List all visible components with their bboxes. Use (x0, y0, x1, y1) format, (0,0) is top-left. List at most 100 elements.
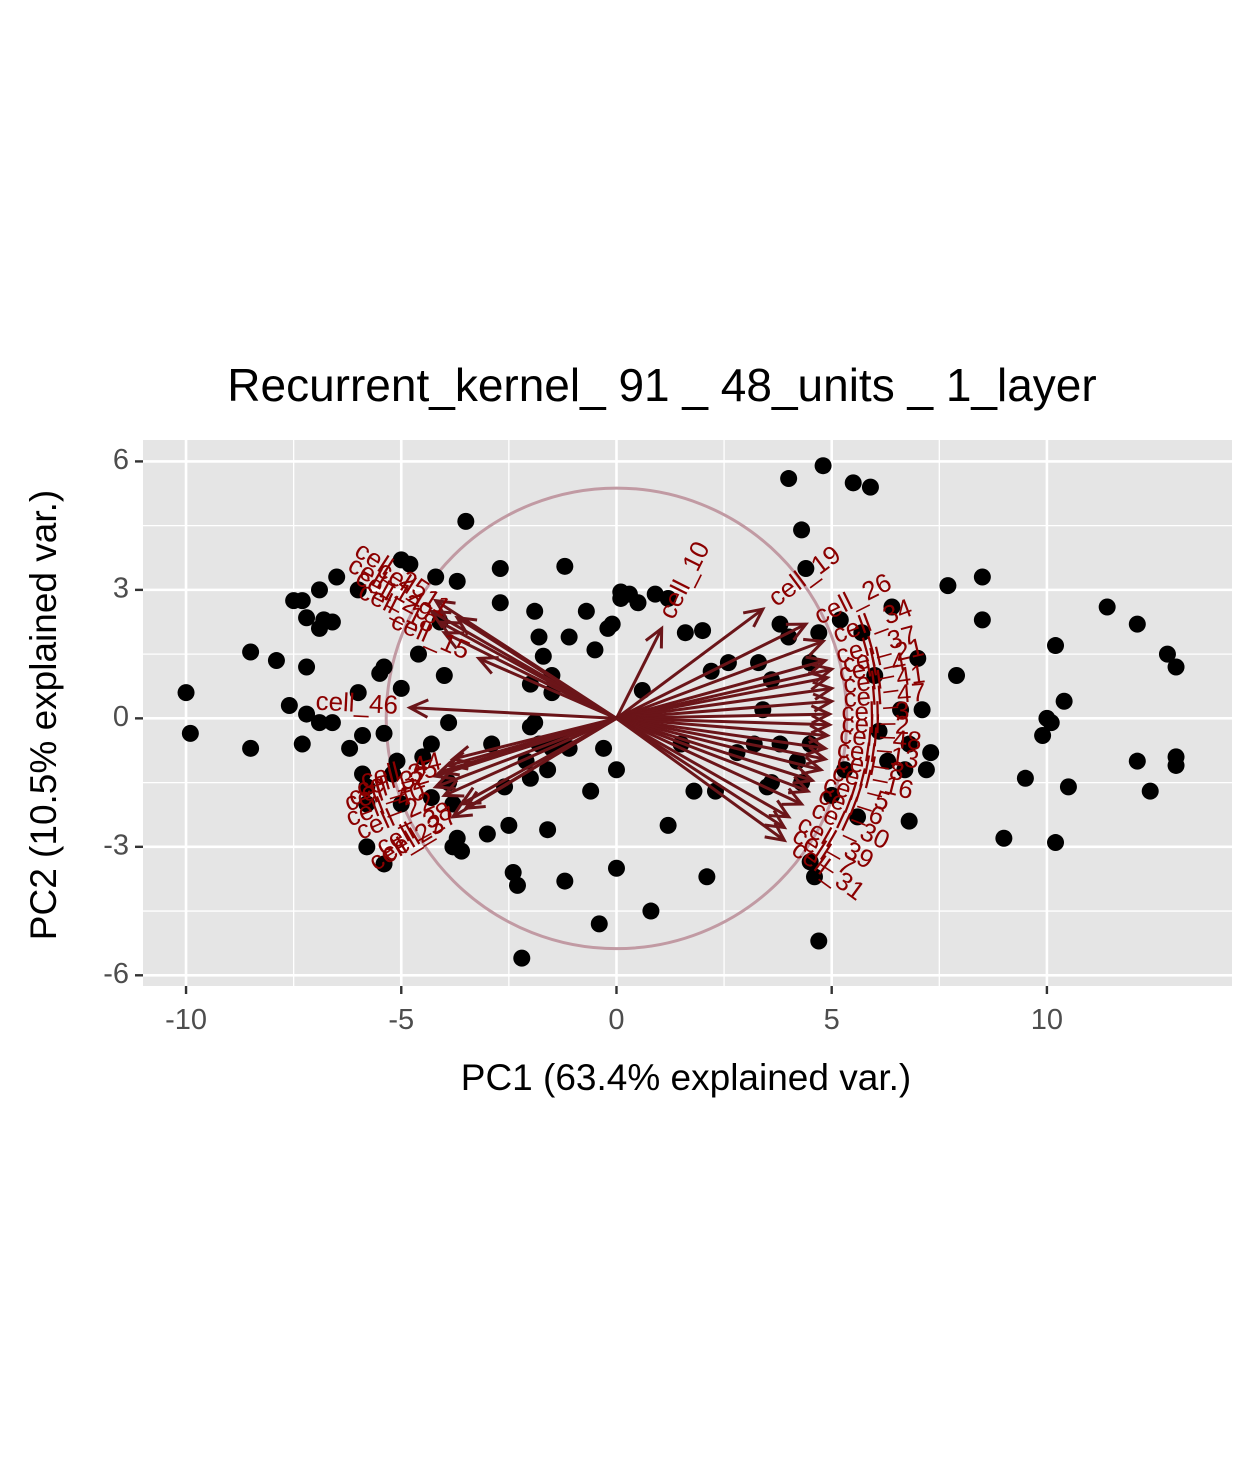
data-point (177, 684, 195, 702)
data-point (341, 739, 359, 757)
data-point (1059, 778, 1077, 796)
data-point (780, 628, 798, 646)
data-point (629, 594, 647, 612)
data-point (922, 744, 940, 762)
x-tick-label: 0 (608, 1004, 624, 1036)
arrow-head (807, 671, 831, 691)
data-point (526, 602, 544, 620)
data-point (508, 876, 526, 894)
loading-arrow (615, 639, 824, 720)
arrow-head (787, 775, 812, 795)
data-point (853, 624, 871, 642)
arrow-head (462, 790, 486, 811)
data-point (280, 697, 298, 715)
data-point (358, 795, 376, 813)
data-point (948, 667, 966, 685)
arrow-head (764, 822, 788, 843)
x-tick-label: -10 (165, 1004, 207, 1036)
data-point (323, 714, 341, 732)
data-point (577, 602, 595, 620)
y-axis: -6 -3 0 3 6 (103, 444, 143, 990)
data-point (310, 714, 328, 732)
data-point (694, 622, 712, 640)
loading-arrow (615, 622, 807, 720)
data-point (659, 589, 677, 607)
data-point (892, 701, 910, 719)
data-point (814, 457, 832, 475)
data-point (349, 581, 367, 599)
arrow-head (785, 622, 809, 641)
arrow-head (801, 755, 825, 776)
data-point (866, 667, 884, 685)
data-point (478, 825, 496, 843)
data-point (973, 568, 991, 586)
data-point (607, 761, 625, 779)
arrow-head (805, 735, 829, 756)
y-tick-label: 6 (113, 444, 129, 476)
arrow-head (454, 615, 478, 636)
data-point (539, 761, 557, 779)
correlation-circle (384, 486, 849, 951)
data-point (242, 739, 260, 757)
arrows-layer (406, 598, 836, 843)
arrow-label: cell_48 (838, 719, 923, 756)
data-point (823, 786, 841, 804)
x-tick-label: 10 (1031, 1004, 1063, 1036)
loading-arrow (616, 716, 828, 737)
data-point (646, 585, 664, 603)
data-point (401, 555, 419, 573)
data-point (1167, 748, 1185, 766)
data-point (513, 949, 531, 967)
loading-arrow (615, 627, 664, 720)
data-point (1055, 692, 1073, 710)
data-point (900, 812, 918, 830)
data-point (780, 470, 798, 488)
data-point (836, 761, 854, 779)
data-point (1158, 645, 1176, 663)
arrow-head (768, 799, 792, 819)
data-point (556, 872, 574, 890)
loading-arrow (616, 716, 826, 750)
data-point (358, 778, 376, 796)
data-point (685, 782, 703, 800)
loading-arrow (443, 716, 618, 797)
arrow-head (742, 607, 766, 628)
data-point (797, 559, 815, 577)
data-point (530, 628, 548, 646)
loading-arrow (465, 717, 618, 810)
data-point (595, 739, 613, 757)
arrow-head (475, 656, 499, 675)
data-point (242, 643, 260, 661)
data-point (900, 735, 918, 753)
data-point (810, 624, 828, 642)
data-point (310, 581, 328, 599)
data-point (642, 902, 660, 920)
x-axis-label: PC1 (63.4% explained var.) (461, 1057, 911, 1098)
arrow-head (805, 655, 829, 675)
data-point (491, 594, 509, 612)
chart-title: Recurrent_kernel_ 91 _ 48_units _ 1_laye… (227, 359, 1096, 411)
data-point (414, 748, 432, 766)
data-point (349, 684, 367, 702)
arrow-head (441, 631, 465, 650)
data-point (375, 855, 393, 873)
data-point (526, 714, 544, 732)
data-point (861, 478, 879, 496)
data-point (879, 752, 897, 770)
data-point (435, 667, 453, 685)
loading-arrow (409, 706, 617, 720)
data-point (939, 577, 957, 595)
loading-arrow (615, 607, 764, 720)
arrow-head (449, 799, 473, 819)
data-point (560, 628, 578, 646)
data-point (534, 647, 552, 665)
loading-arrow (616, 686, 832, 720)
loading-arrow (616, 659, 826, 720)
data-point (676, 624, 694, 642)
loading-arrow (456, 616, 618, 720)
data-point (500, 816, 518, 834)
data-point (586, 641, 604, 659)
data-point (427, 568, 445, 586)
data-point (1141, 782, 1159, 800)
loading-arrow (616, 716, 826, 761)
